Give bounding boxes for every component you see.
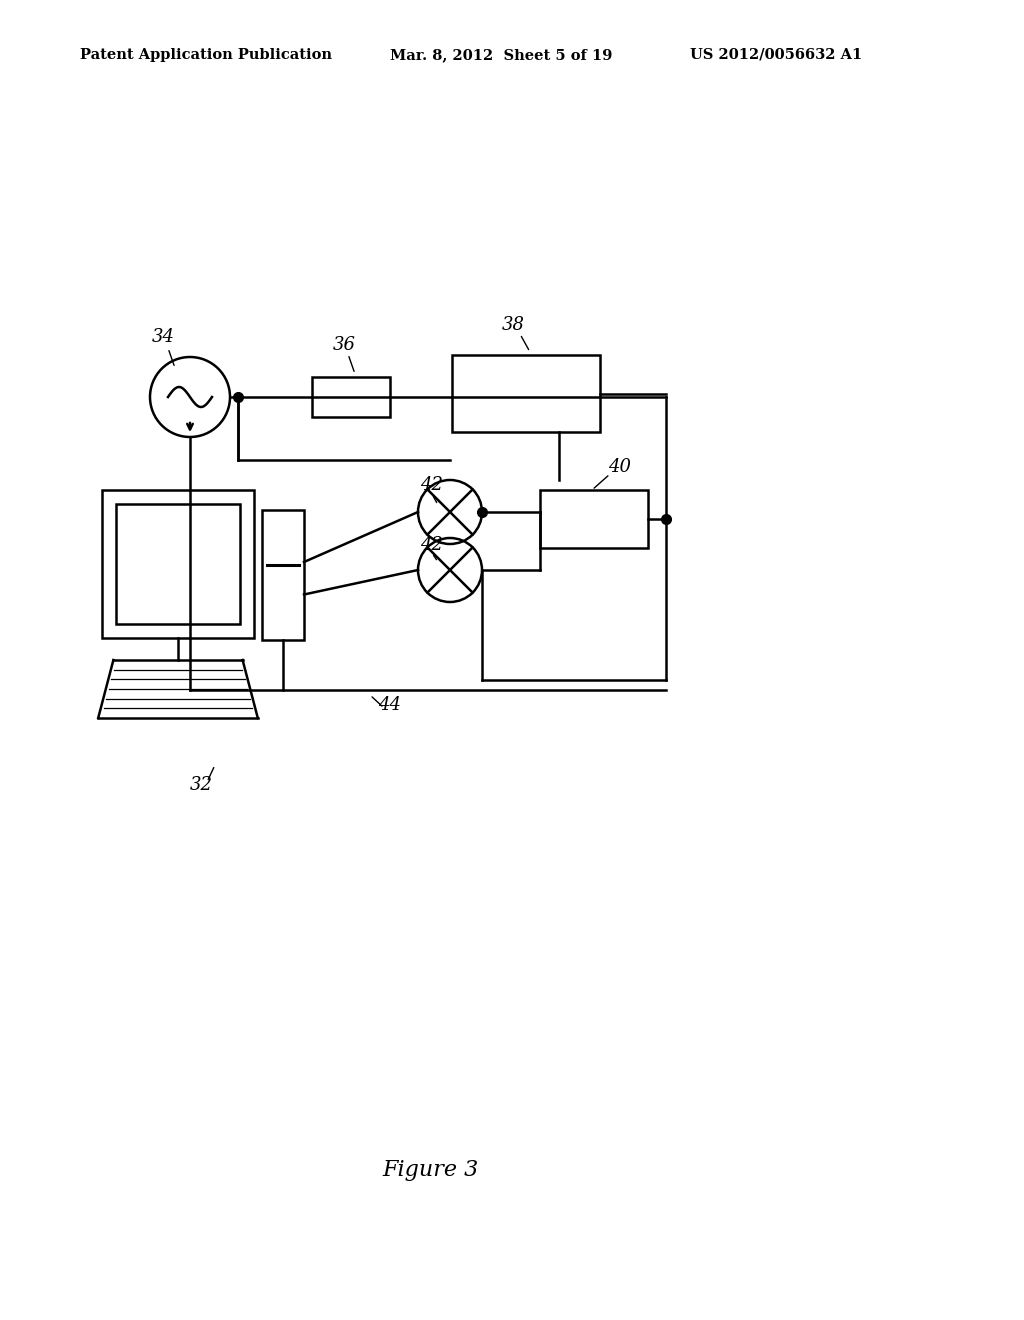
Text: 40: 40 bbox=[608, 458, 631, 477]
Bar bbox=[452, 355, 600, 432]
Text: 38: 38 bbox=[502, 315, 525, 334]
Text: US 2012/0056632 A1: US 2012/0056632 A1 bbox=[690, 48, 862, 62]
Bar bbox=[116, 504, 240, 624]
Text: Patent Application Publication: Patent Application Publication bbox=[80, 48, 332, 62]
Text: Mar. 8, 2012  Sheet 5 of 19: Mar. 8, 2012 Sheet 5 of 19 bbox=[390, 48, 612, 62]
Text: 42: 42 bbox=[420, 536, 443, 554]
Bar bbox=[540, 490, 648, 548]
Text: 42: 42 bbox=[420, 477, 443, 494]
Text: 36: 36 bbox=[333, 337, 356, 354]
Bar bbox=[262, 510, 304, 640]
Bar bbox=[312, 378, 390, 417]
Bar bbox=[102, 490, 254, 638]
Text: 44: 44 bbox=[378, 696, 401, 714]
Text: Figure 3: Figure 3 bbox=[382, 1159, 478, 1181]
Text: 32: 32 bbox=[190, 776, 213, 795]
Text: 34: 34 bbox=[152, 327, 175, 346]
